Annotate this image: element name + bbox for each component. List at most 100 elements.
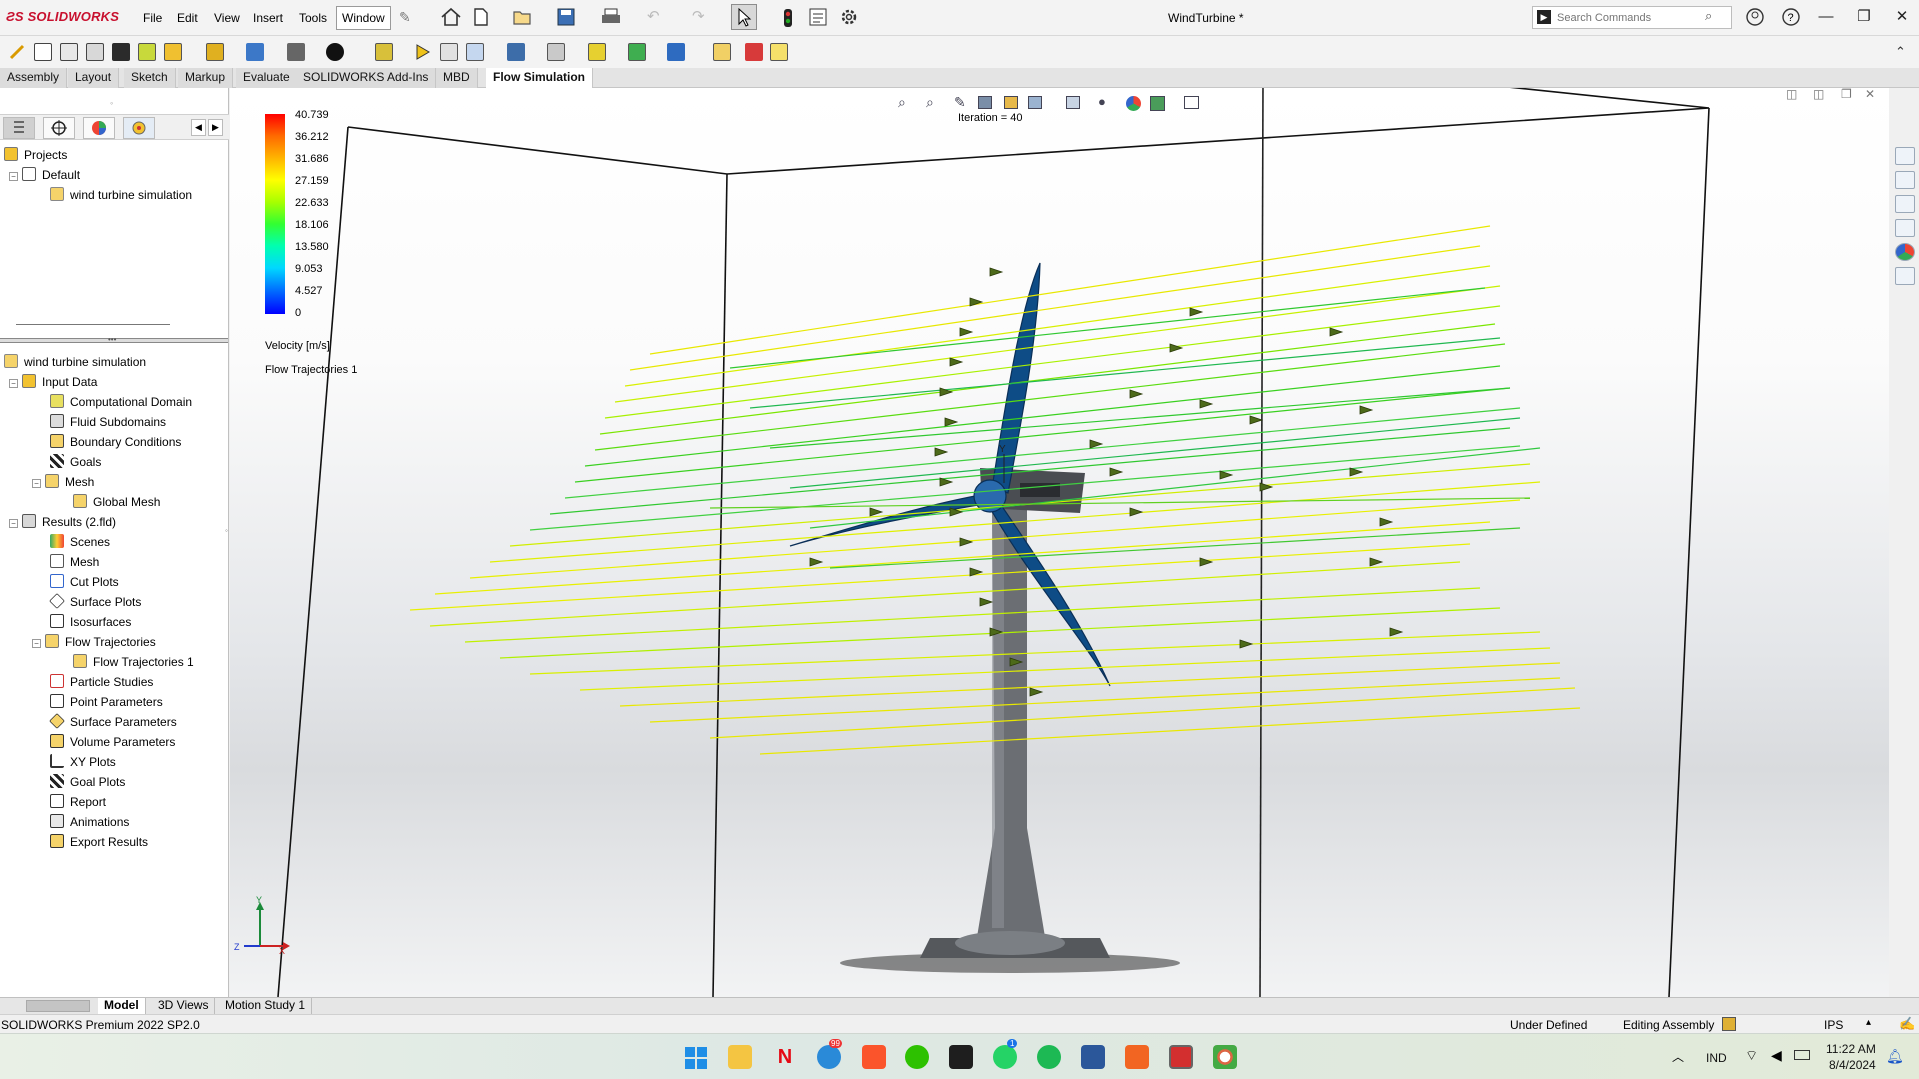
tab-layout[interactable]: Layout — [68, 68, 120, 88]
menu-tools[interactable]: Tools — [299, 11, 328, 25]
projects-root[interactable]: Projects — [4, 146, 67, 164]
show-hidden-icon[interactable] — [326, 43, 344, 61]
appearances-icon[interactable] — [1895, 243, 1915, 261]
computational-domain-item[interactable]: Computational Domain — [50, 393, 192, 411]
brave-browser-icon[interactable] — [862, 1045, 886, 1069]
wifi-icon[interactable]: ⌔ — [1745, 1047, 1759, 1063]
boundary-conditions-item[interactable]: Boundary Conditions — [50, 433, 181, 451]
windows-start-icon[interactable] — [684, 1046, 708, 1070]
panel-splitter[interactable] — [0, 338, 228, 343]
tab-model[interactable]: Model — [98, 998, 146, 1014]
edit-appearance-icon[interactable] — [1126, 96, 1141, 111]
units-selector[interactable]: IPS — [1824, 1018, 1844, 1032]
animations-item[interactable]: Animations — [50, 813, 129, 831]
zoom-to-fit-icon[interactable]: ⌕ — [898, 94, 906, 110]
previous-view-icon[interactable]: ✎ — [954, 94, 966, 110]
new-part-icon[interactable] — [34, 43, 52, 61]
panel-collapse-handle[interactable]: ◦ — [225, 526, 228, 535]
sublime-icon[interactable] — [1125, 1045, 1149, 1069]
units-dropdown-icon[interactable]: ▴ — [1866, 1017, 1872, 1028]
menu-edit[interactable]: Edit — [177, 11, 198, 25]
restore-button[interactable]: ❐ — [1857, 8, 1871, 25]
report-item[interactable]: Report — [50, 793, 106, 811]
dynamic-annotation-icon[interactable] — [1004, 96, 1018, 109]
rebuild-icon[interactable] — [781, 7, 795, 29]
save-results-icon[interactable] — [667, 43, 685, 61]
solidworks-taskbar-icon[interactable] — [1169, 1045, 1193, 1069]
whatsapp-icon[interactable]: 1 — [993, 1039, 1018, 1069]
notification-bell-icon[interactable]: 🔔︎ — [1886, 1048, 1904, 1064]
tab-3d-views[interactable]: 3D Views — [152, 998, 216, 1014]
tab-evaluate[interactable]: Evaluate — [236, 68, 298, 88]
animation-icon[interactable] — [770, 43, 788, 61]
new-document-icon[interactable] — [472, 7, 490, 27]
goal-plots-item[interactable]: Goal Plots — [50, 773, 125, 791]
solve-icon[interactable] — [440, 43, 458, 61]
solidworks-resources-icon[interactable] — [1895, 147, 1915, 165]
tab-mbd[interactable]: MBD — [436, 68, 478, 88]
menu-view[interactable]: View — [214, 11, 240, 25]
viewport-close-icon[interactable]: ✕ — [1865, 88, 1876, 101]
custom-properties-icon[interactable] — [1895, 267, 1915, 285]
cut-plot-icon[interactable] — [588, 43, 606, 61]
splitter-grip-icon[interactable]: ••• — [108, 335, 117, 344]
report-icon[interactable] — [745, 43, 763, 61]
cut-plots-item[interactable]: Cut Plots — [50, 573, 119, 591]
battery-icon[interactable] — [1794, 1050, 1810, 1060]
smart-fasteners-icon[interactable] — [246, 43, 264, 61]
expand-toggle[interactable]: − — [9, 519, 18, 528]
tray-overflow-icon[interactable]: ︿ — [1672, 1050, 1685, 1064]
file-explorer-icon[interactable] — [728, 1045, 752, 1069]
options-gear-icon[interactable] — [839, 7, 859, 27]
analysis-root[interactable]: wind turbine simulation — [4, 353, 146, 371]
search-commands-box[interactable]: ▶ ⌕ — [1532, 6, 1732, 29]
components-icon[interactable] — [86, 43, 104, 61]
results-node[interactable]: − Results (2.fld) — [9, 513, 116, 531]
netflix-icon[interactable]: N — [777, 1046, 793, 1068]
expand-toggle[interactable]: − — [32, 639, 41, 648]
menu-window[interactable]: Window — [336, 6, 391, 30]
settings-app-icon[interactable] — [1213, 1045, 1237, 1069]
tab-flow-simulation[interactable]: Flow Simulation — [486, 68, 593, 88]
propertymanager-tab[interactable] — [43, 117, 75, 139]
results-icon[interactable] — [466, 43, 484, 61]
tab-motion-study[interactable]: Motion Study 1 — [219, 998, 313, 1014]
search-input[interactable] — [1557, 10, 1707, 25]
expand-toggle[interactable]: − — [9, 172, 18, 181]
scroll-left-arrow[interactable]: ◀ — [191, 119, 206, 136]
display-style-icon[interactable] — [1066, 96, 1080, 109]
minimize-button[interactable]: — — [1818, 8, 1834, 25]
simulation-scene[interactable]: Y — [230, 88, 1889, 997]
expand-toggle[interactable]: − — [32, 479, 41, 488]
pin-icon[interactable]: ✎ — [399, 9, 411, 25]
help-icon[interactable]: ? — [1781, 7, 1801, 27]
telegram-icon[interactable]: 99 — [817, 1039, 842, 1069]
design-library-icon[interactable] — [1895, 171, 1915, 189]
grid-icon[interactable] — [547, 43, 565, 61]
scenes-item[interactable]: Scenes — [50, 533, 110, 551]
mesh-result-item[interactable]: Mesh — [50, 553, 99, 571]
featuremanager-tab[interactable] — [3, 117, 35, 139]
input-data-node[interactable]: − Input Data — [9, 373, 97, 391]
rebuild-status-icon[interactable] — [1722, 1017, 1736, 1031]
config-default[interactable]: − Default — [9, 166, 80, 184]
print-icon[interactable] — [600, 7, 622, 27]
section-view-icon[interactable] — [978, 96, 992, 109]
export-results-item[interactable]: Export Results — [50, 833, 148, 851]
viewport-tile-icon[interactable]: ◫ — [1786, 88, 1798, 101]
terminal-icon[interactable] — [949, 1045, 973, 1069]
file-explorer-icon[interactable] — [1895, 195, 1915, 213]
apply-scene-icon[interactable] — [1150, 96, 1165, 111]
search-scope-icon[interactable]: ▶ — [1537, 10, 1551, 24]
run-icon[interactable] — [413, 43, 431, 61]
tab-sketch[interactable]: Sketch — [124, 68, 176, 88]
file-properties-icon[interactable] — [808, 7, 828, 27]
assembly-icon[interactable] — [112, 43, 130, 61]
flow-trajectories-icon[interactable] — [628, 43, 646, 61]
expand-toggle[interactable]: − — [9, 379, 18, 388]
flow-trajectories-1-item[interactable]: Flow Trajectories 1 — [73, 653, 194, 671]
tab-markup[interactable]: Markup — [178, 68, 234, 88]
clock-date[interactable]: 8/4/2024 — [1829, 1058, 1876, 1072]
undo-icon[interactable]: ↶ — [647, 8, 660, 25]
redo-icon[interactable]: ↷ — [692, 8, 705, 25]
